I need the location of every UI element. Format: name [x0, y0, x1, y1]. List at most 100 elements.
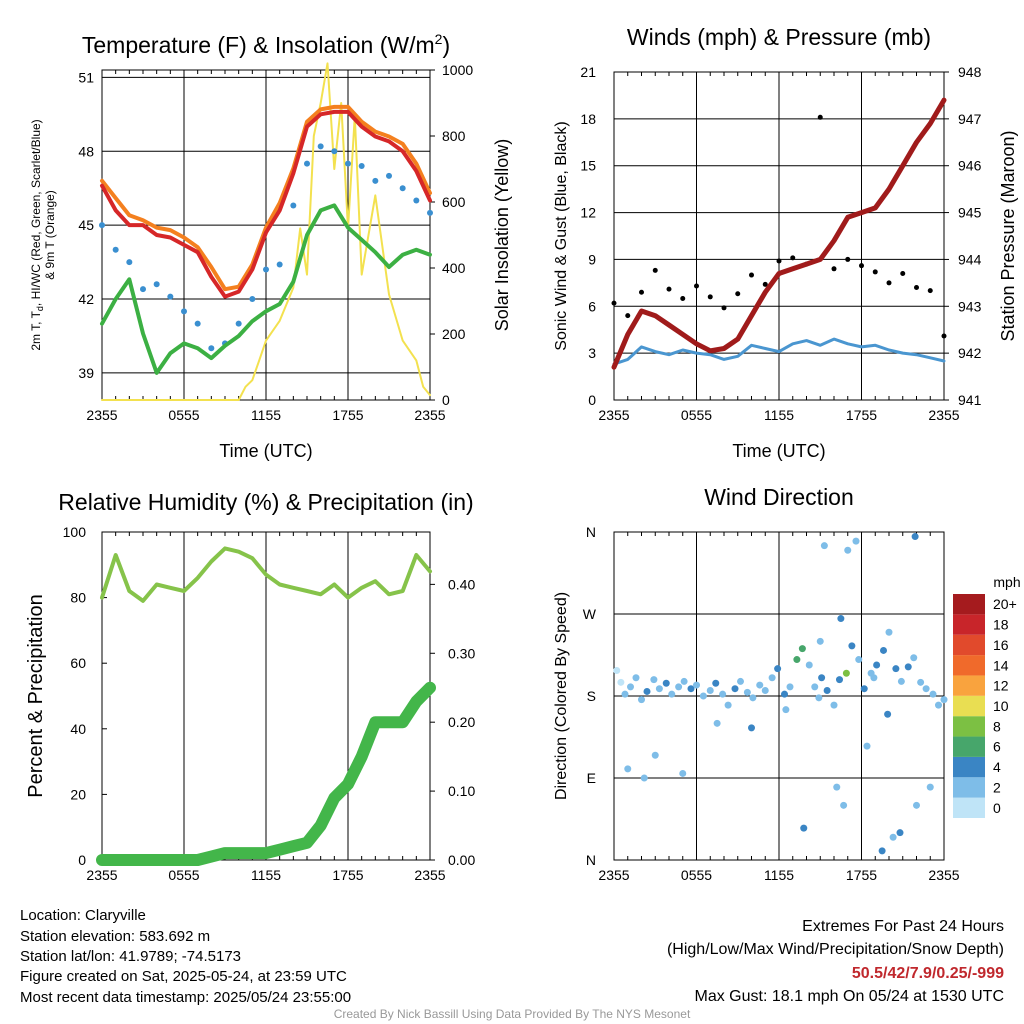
- temp-panel-title: Temperature (F) & Insolation (W/m2): [82, 31, 450, 58]
- direction-point: [621, 690, 629, 698]
- direction-point: [929, 690, 937, 698]
- direction-point: [679, 769, 687, 777]
- direction-point: [781, 690, 788, 698]
- direction-point: [852, 537, 860, 545]
- speed-legend-label: 8: [993, 718, 1001, 734]
- info-recent: Most recent data timestamp: 2025/05/24 2…: [20, 989, 352, 1006]
- direction-point: [815, 694, 823, 702]
- direction-point: [650, 676, 658, 684]
- wind-panel-xlabel: Time (UTC): [732, 441, 825, 461]
- rh-panel-ytick-right-label: 0.30: [448, 645, 475, 661]
- wind-panel-ytick-label: 21: [580, 64, 596, 80]
- heat-index-point: [290, 202, 297, 209]
- wind-panel-ytick-right-label: 942: [958, 345, 982, 361]
- direction-point: [624, 765, 632, 773]
- dir-panel-ytick-label: E: [587, 770, 596, 786]
- heat-index-point: [399, 185, 406, 192]
- wind-panel-ytick-label: 12: [580, 205, 596, 221]
- gust-point: [625, 313, 631, 319]
- heat-index-point: [372, 177, 379, 184]
- speed-legend-swatch: [953, 716, 985, 737]
- direction-point: [885, 628, 893, 636]
- direction-point: [638, 696, 645, 704]
- gust-point: [611, 300, 617, 306]
- gust-point: [652, 267, 658, 273]
- gust-point: [735, 291, 741, 297]
- direction-point: [896, 829, 904, 837]
- direction-point: [820, 542, 828, 550]
- extremes-heading: Extremes For Past 24 Hours: [802, 918, 1004, 935]
- direction-point: [917, 678, 925, 686]
- wind-panel-ytick-label: 15: [580, 158, 596, 174]
- direction-point: [640, 774, 648, 782]
- heat-index-point: [276, 261, 283, 268]
- dir-panel-ytick-label: N: [586, 852, 596, 868]
- heat-index-point: [194, 320, 201, 327]
- direction-point: [668, 690, 676, 698]
- gust-point: [845, 256, 851, 262]
- wind-panel-ytick-label: 6: [588, 298, 596, 314]
- speed-legend-label: 6: [993, 739, 1001, 755]
- speed-legend-label: 10: [993, 698, 1009, 714]
- rh-panel-ytick-label: 0: [78, 852, 86, 868]
- direction-point: [880, 646, 887, 654]
- rh-panel-xtick-label: 2355: [414, 867, 445, 883]
- speed-legend-swatch: [953, 797, 985, 818]
- direction-point: [878, 847, 886, 855]
- speed-legend-swatch: [953, 736, 985, 757]
- direction-point: [823, 687, 831, 695]
- speed-legend-label: 14: [993, 657, 1009, 673]
- rh-panel-ytick-right-label: 0.20: [448, 714, 475, 730]
- temp-panel-ytick-right-label: 0: [442, 392, 450, 408]
- extremes-legend: (High/Low/Max Wind/Precipitation/Snow De…: [666, 941, 1004, 958]
- info-elevation: Station elevation: 583.692 m: [20, 928, 211, 945]
- wind-panel-title: Winds (mph) & Pressure (mb): [627, 24, 931, 50]
- direction-point: [897, 677, 905, 685]
- direction-point: [798, 645, 806, 653]
- direction-point: [768, 674, 776, 682]
- heat-index-point: [167, 293, 174, 300]
- temp-panel-ytick-label: 39: [78, 365, 94, 381]
- extremes-values: 50.5/42/7.9/0.25/-999: [851, 965, 1004, 982]
- rh-panel-xtick-label: 1755: [332, 867, 363, 883]
- direction-point: [904, 663, 912, 671]
- temp-panel-ylabel-right: Solar Insolation (Yellow): [492, 139, 512, 331]
- direction-point: [800, 824, 808, 832]
- rh-panel-ytick-label: 80: [70, 590, 86, 606]
- gust-point: [886, 280, 892, 286]
- dir-panel-ytick-label: S: [587, 688, 596, 704]
- dir-panel-ytick-label: N: [586, 524, 596, 540]
- wind-panel-ytick-right-label: 945: [958, 205, 982, 221]
- wind-panel-ytick-label: 9: [588, 251, 596, 267]
- direction-point: [627, 683, 634, 691]
- heat-index-point: [126, 259, 133, 266]
- direction-point: [719, 690, 727, 698]
- gust-point: [817, 114, 823, 120]
- gust-point: [914, 285, 919, 291]
- direction-point: [830, 701, 838, 709]
- direction-point: [884, 710, 892, 718]
- speed-legend-label: 16: [993, 637, 1009, 653]
- dir-panel-ytick-label: W: [583, 606, 597, 622]
- direction-point: [731, 685, 739, 693]
- temp-panel-ylabel: 2m T, Td, HI/WC (Red, Green, Scarlet/Blu…: [29, 119, 45, 350]
- wind-panel-xtick-label: 2355: [598, 407, 629, 423]
- direction-point: [870, 674, 878, 682]
- temp-panel-ytick-label: 48: [78, 143, 94, 159]
- direction-point: [737, 677, 744, 685]
- temp-panel-xtick-label: 2355: [414, 407, 445, 423]
- direction-point: [848, 642, 856, 650]
- direction-point: [811, 683, 819, 691]
- temp-panel-xtick-label: 1155: [251, 407, 281, 423]
- dir-panel-xtick-label: 1755: [846, 867, 877, 883]
- direction-point: [818, 674, 826, 682]
- dewpoint-line: [100, 203, 432, 375]
- direction-point: [842, 669, 850, 677]
- direction-point: [793, 656, 801, 664]
- direction-point: [613, 666, 621, 674]
- rh-panel-ytick-right-label: 0.40: [448, 576, 475, 592]
- extremes-max-gust: Max Gust: 18.1 mph On 05/24 at 1530 UTC: [694, 988, 1005, 1005]
- footer-credit: Created By Nick Bassill Using Data Provi…: [333, 1007, 691, 1021]
- direction-point: [805, 661, 813, 669]
- gust-point: [666, 286, 672, 292]
